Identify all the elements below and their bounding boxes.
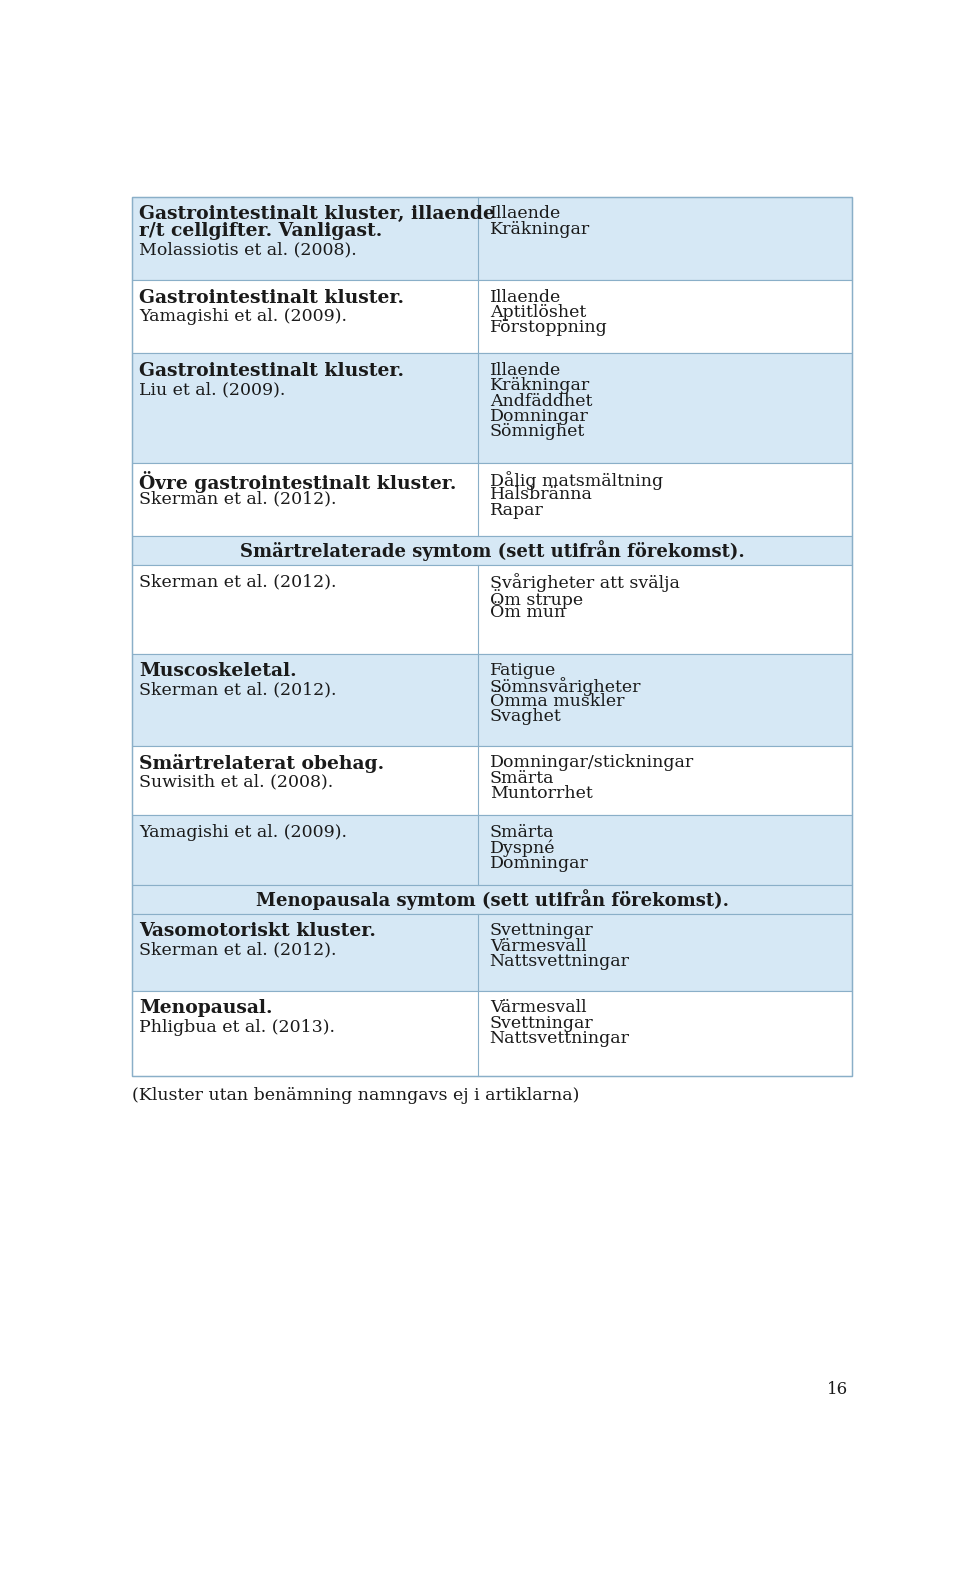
Text: Skerman et al. (2012).: Skerman et al. (2012). (139, 681, 337, 698)
Text: Svettningar: Svettningar (490, 922, 593, 940)
Text: Rapar: Rapar (490, 502, 543, 518)
Text: Förstoppning: Förstoppning (490, 320, 608, 337)
Bar (132, 746, 852, 816)
Text: Värmesvall: Värmesvall (490, 999, 587, 1016)
Text: Ömma muskler: Ömma muskler (490, 693, 624, 709)
Bar (132, 816, 852, 884)
Text: Vasomotoriskt kluster.: Vasomotoriskt kluster. (139, 922, 376, 940)
Bar (132, 353, 852, 463)
Text: Illaende: Illaende (490, 363, 561, 378)
Text: Domningar: Domningar (490, 854, 588, 871)
Text: Molassiotis et al. (2008).: Molassiotis et al. (2008). (139, 242, 357, 259)
Text: Liu et al. (2009).: Liu et al. (2009). (139, 382, 286, 398)
Text: Andfäddhet: Andfäddhet (490, 393, 592, 410)
Text: Menopausala symtom (sett utifrån förekomst).: Menopausala symtom (sett utifrån förekom… (255, 889, 729, 909)
Text: Svettningar: Svettningar (490, 1014, 593, 1032)
Text: Gastrointestinalt kluster.: Gastrointestinalt kluster. (139, 363, 404, 380)
Text: Skerman et al. (2012).: Skerman et al. (2012). (139, 941, 337, 959)
Text: Muntorrhet: Muntorrhet (490, 785, 592, 803)
Text: Kräkningar: Kräkningar (490, 377, 590, 394)
Text: Sömnighet: Sömnighet (490, 423, 585, 440)
Bar (132, 536, 852, 564)
Text: Phligbua et al. (2013).: Phligbua et al. (2013). (139, 1019, 335, 1035)
Text: Halsbränna: Halsbränna (490, 487, 592, 504)
Text: Yamagishi et al. (2009).: Yamagishi et al. (2009). (139, 308, 348, 324)
Text: Smärtrelaterade symtom (sett utifrån förekomst).: Smärtrelaterade symtom (sett utifrån för… (240, 541, 744, 561)
Bar (132, 197, 852, 280)
Text: Kräkningar: Kräkningar (490, 221, 590, 238)
Bar (132, 991, 852, 1075)
Text: Skerman et al. (2012).: Skerman et al. (2012). (139, 574, 337, 590)
Text: Domningar/stickningar: Domningar/stickningar (490, 754, 694, 771)
Text: Öm mun: Öm mun (490, 604, 564, 622)
Bar (132, 564, 852, 653)
Bar (132, 884, 852, 914)
Bar (132, 197, 852, 1075)
Text: r/t cellgifter. Vanligast.: r/t cellgifter. Vanligast. (139, 223, 383, 240)
Text: Domningar: Domningar (490, 409, 588, 425)
Bar (132, 653, 852, 746)
Bar (132, 914, 852, 991)
Text: Dålig matsmältning: Dålig matsmältning (490, 471, 662, 490)
Text: Illaende: Illaende (490, 289, 561, 305)
Text: Smärta: Smärta (490, 824, 554, 841)
Text: Gastrointestinalt kluster.: Gastrointestinalt kluster. (139, 289, 404, 307)
Text: Övre gastrointestinalt kluster.: Övre gastrointestinalt kluster. (139, 471, 457, 493)
Text: Yamagishi et al. (2009).: Yamagishi et al. (2009). (139, 824, 348, 841)
Text: Illaende: Illaende (490, 205, 561, 223)
Text: Gastrointestinalt kluster, illaende: Gastrointestinalt kluster, illaende (139, 205, 495, 224)
Text: Dyspné: Dyspné (490, 840, 555, 857)
Text: Svårigheter att svälja: Svårigheter att svälja (490, 574, 680, 593)
Text: Nattsvettningar: Nattsvettningar (490, 952, 630, 970)
Text: Smärta: Smärta (490, 770, 554, 787)
Text: (Kluster utan benämning namngavs ej i artiklarna): (Kluster utan benämning namngavs ej i ar… (132, 1088, 579, 1103)
Text: Smärtrelaterat obehag.: Smärtrelaterat obehag. (139, 754, 385, 773)
Text: Fatigue: Fatigue (490, 661, 556, 679)
Text: Suwisith et al. (2008).: Suwisith et al. (2008). (139, 774, 334, 790)
Text: Skerman et al. (2012).: Skerman et al. (2012). (139, 490, 337, 507)
Text: Muscoskeletal.: Muscoskeletal. (139, 661, 297, 681)
Text: Aptitlöshet: Aptitlöshet (490, 304, 586, 321)
Text: Nattsvettningar: Nattsvettningar (490, 1030, 630, 1048)
Text: 16: 16 (828, 1382, 849, 1398)
Text: Värmesvall: Värmesvall (490, 938, 587, 954)
Bar (132, 463, 852, 536)
Bar (132, 280, 852, 353)
Text: Öm strupe: Öm strupe (490, 588, 583, 609)
Text: Svaghet: Svaghet (490, 708, 562, 725)
Text: Sömnsvårigheter: Sömnsvårigheter (490, 677, 641, 696)
Text: Menopausal.: Menopausal. (139, 999, 273, 1018)
